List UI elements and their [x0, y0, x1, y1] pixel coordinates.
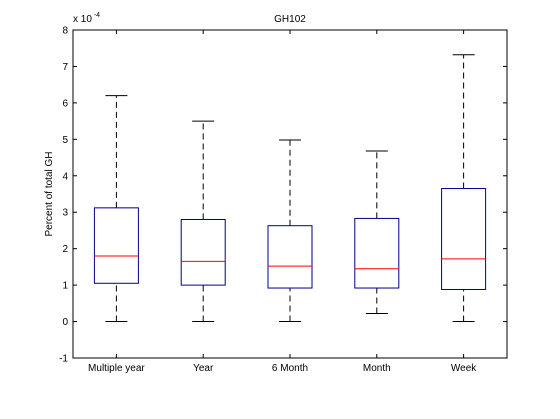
box-iqr	[354, 217, 400, 289]
y-tick-label: 0	[62, 317, 68, 328]
plot-area: -1 0 1 2 3 4 5 6 7 8 Multiple year Year 6 Month Month…	[44, 12, 508, 374]
y-tick-label: 7	[62, 62, 68, 73]
y-tick-label: 5	[62, 135, 68, 146]
box-iqr	[180, 219, 226, 286]
x-tick-label: 6 Month	[272, 363, 308, 374]
chart-title: GH102	[274, 14, 306, 25]
y-multiplier-exponent: -4	[92, 12, 100, 19]
x-tick-label: Month	[363, 363, 391, 374]
x-tick-label: Multiple year	[88, 363, 145, 374]
y-tick-label: -1	[59, 354, 68, 365]
box-iqr	[441, 188, 487, 290]
y-tick-label: 1	[62, 281, 68, 292]
y-tick-label: 2	[62, 244, 68, 255]
x-tick-label: Week	[451, 363, 477, 374]
y-tick-label: 8	[62, 26, 68, 37]
y-tick-label: 6	[62, 98, 68, 109]
x-tick-label: Year	[193, 363, 214, 374]
y-axis-label: Percent of total GH	[44, 151, 55, 236]
y-tick-label: 3	[62, 208, 68, 219]
box-iqr	[93, 207, 139, 284]
y-tick-label: 4	[62, 171, 68, 182]
box-iqr	[267, 225, 313, 289]
